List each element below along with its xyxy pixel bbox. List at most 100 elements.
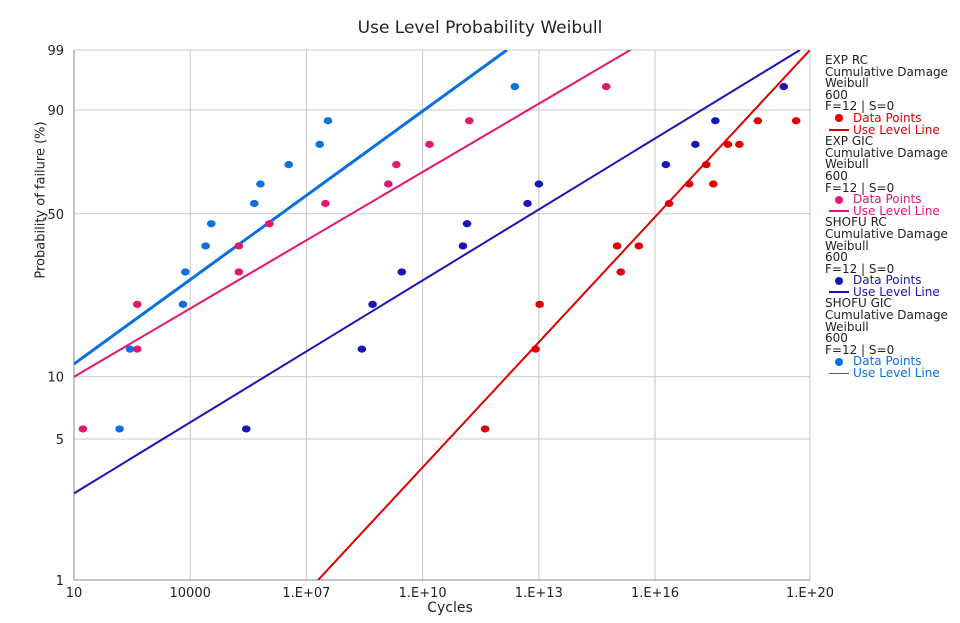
x-tick-label: 10 <box>66 586 83 601</box>
legend-text: Weibull <box>825 76 869 91</box>
data-point-shofu-rc <box>661 161 671 169</box>
data-point-exp-rc <box>709 180 718 188</box>
grid-layer <box>73 49 811 581</box>
legend-points-label: Data Points <box>853 110 922 125</box>
legend-text: EXP RC <box>825 55 868 67</box>
point-layer <box>78 83 801 433</box>
y-tick-label: 90 <box>47 104 64 119</box>
use-level-line-exp-rc <box>317 50 810 580</box>
data-point-exp-gic <box>132 345 142 353</box>
data-point-shofu-gic <box>510 83 520 91</box>
legend-line-key: Use Level Line <box>825 366 960 380</box>
data-point-exp-gic <box>234 242 244 250</box>
legend-line-icon <box>829 125 853 135</box>
legend-dot-icon <box>829 113 853 123</box>
data-point-exp-rc <box>612 242 622 250</box>
data-point-exp-rc <box>753 117 763 125</box>
y-axis-label-text: Probability of failure (%) <box>33 121 49 279</box>
legend-text: Cumulative Damage <box>825 226 948 241</box>
data-point-shofu-gic <box>284 161 294 169</box>
data-point-shofu-gic <box>323 117 333 125</box>
legend-text: Cumulative Damage <box>825 64 948 79</box>
line-layer <box>74 50 810 580</box>
data-point-shofu-rc <box>368 300 377 308</box>
legend-group-shofu-rc: SHOFU RC Cumulative Damage Weibull 600 F=12 … <box>825 217 960 298</box>
legend-line-icon <box>829 369 853 379</box>
data-point-shofu-gic <box>181 268 190 276</box>
legend-points-label: Data Points <box>853 192 922 207</box>
legend-dot-icon <box>829 276 853 286</box>
legend-line-key: Use Level Line <box>825 205 960 218</box>
data-point-shofu-rc <box>357 345 367 353</box>
data-point-shofu-gic <box>178 300 188 308</box>
legend-points-key: Data Points <box>825 192 960 207</box>
data-point-shofu-rc <box>691 140 700 148</box>
legend-text: F=12 | S=0 <box>825 180 895 195</box>
data-point-exp-gic <box>384 180 393 188</box>
legend-line-label: Use Level Line <box>853 284 940 299</box>
legend-text: F=12 | S=0 <box>825 99 895 114</box>
use-level-line-shofu-gic <box>74 50 508 366</box>
data-point-exp-rc <box>531 345 540 353</box>
legend-points-label: Data Points <box>853 354 922 369</box>
data-point-shofu-gic <box>249 199 259 208</box>
data-point-shofu-gic <box>315 140 324 148</box>
data-point-exp-rc <box>664 199 674 208</box>
data-point-exp-rc <box>634 242 644 250</box>
data-point-exp-rc <box>480 425 490 433</box>
legend-points-key: Data Points <box>825 354 960 369</box>
legend-text: 600 <box>825 331 848 346</box>
data-point-exp-gic <box>601 83 611 91</box>
legend-points-key: Data Points <box>825 110 960 125</box>
x-tick-label: 10000 <box>170 586 211 601</box>
legend-points-label: Data Points <box>853 273 922 288</box>
y-tick-label: 99 <box>47 44 64 59</box>
data-point-exp-gic <box>464 117 474 125</box>
legend-text: 600 <box>825 168 848 183</box>
data-point-exp-rc <box>791 117 801 125</box>
use-level-line-shofu-rc <box>74 50 801 495</box>
data-point-shofu-rc <box>779 83 789 91</box>
legend-group-exp-gic: EXP GIC Cumulative Damage Weibull 600 F=12 |… <box>825 134 960 218</box>
legend-group-exp-rc: EXP RC Cumulative Damage Weibull 600 F=12 | … <box>825 55 960 136</box>
chart-title: Use Level Probability Weibull <box>357 18 603 38</box>
legend-line-icon <box>829 206 853 216</box>
data-point-exp-gic <box>425 140 434 148</box>
legend-line-key: Use Level Line <box>825 122 960 137</box>
x-tick-label: 1.E+13 <box>515 586 563 601</box>
legend-text: Weibull <box>825 157 869 172</box>
data-point-exp-gic <box>234 268 244 276</box>
legend-text: Cumulative Damage <box>825 145 948 160</box>
y-tick-label: 10 <box>47 371 64 386</box>
y-tick-label: 5 <box>56 433 64 448</box>
data-point-shofu-rc <box>711 117 720 125</box>
data-point-shofu-gic <box>125 345 135 353</box>
data-point-shofu-rc <box>397 268 407 276</box>
y-tick-label: 1 <box>56 574 64 589</box>
data-point-exp-gic <box>78 425 88 433</box>
x-tick-label: 1.E+07 <box>282 586 330 601</box>
legend-text: 600 <box>825 87 848 102</box>
x-tick-label: 1.E+16 <box>631 586 679 601</box>
data-point-shofu-gic <box>206 220 216 228</box>
axis-layer: 10 10000 1.E+07 1.E+10 1.E+13 1.E+16 1.E+20 1 5 1… <box>43 44 834 601</box>
x-axis-label: Cycles <box>427 600 473 616</box>
use-level-line-exp-gic <box>74 50 631 378</box>
data-point-shofu-rc <box>523 199 532 208</box>
legend-text: SHOFU GIC <box>825 296 892 311</box>
data-point-exp-rc <box>723 140 733 148</box>
data-point-exp-gic <box>132 300 142 308</box>
legend-line-key: Use Level Line <box>825 284 960 299</box>
legend-line-label: Use Level Line <box>853 366 940 380</box>
legend-text: F=12 | S=0 <box>825 342 895 357</box>
data-point-exp-rc <box>735 140 744 148</box>
legend-text: Weibull <box>825 238 869 253</box>
legend-line-label: Use Level Line <box>853 122 940 137</box>
data-point-exp-rc <box>616 268 626 276</box>
data-point-exp-gic <box>392 161 401 169</box>
data-point-exp-gic <box>264 220 274 228</box>
x-tick-label: 1.E+10 <box>399 586 447 601</box>
legend-text: F=12 | S=0 <box>825 261 895 276</box>
legend-text: EXP GIC <box>825 134 874 149</box>
